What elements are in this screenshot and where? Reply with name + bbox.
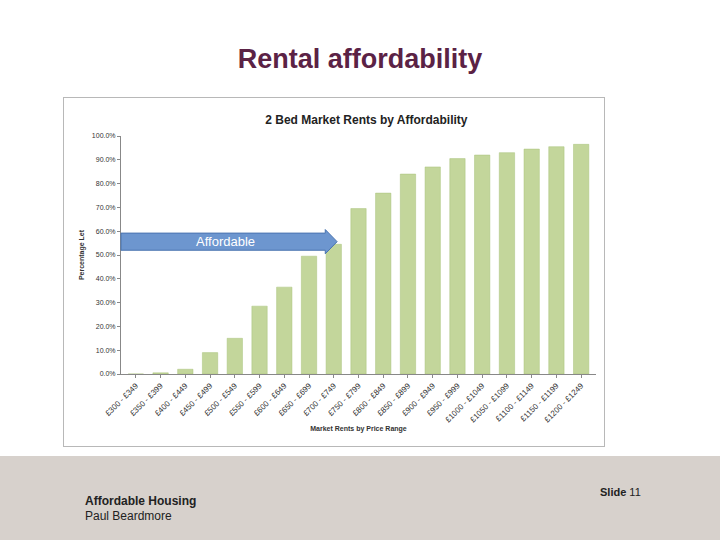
svg-text:£900 - £949: £900 - £949	[400, 381, 437, 418]
svg-text:£1050 - £1099: £1050 - £1099	[468, 381, 511, 424]
svg-text:90.0%: 90.0%	[96, 156, 116, 163]
html-text:Slide 11: Slide 11	[600, 486, 641, 498]
svg-text:£750 - £799: £750 - £799	[326, 381, 363, 418]
svg-text:£550 - £599: £550 - £599	[227, 381, 264, 418]
svg-text:10.0%: 10.0%	[96, 347, 116, 354]
svg-text:£600 - £649: £600 - £649	[252, 381, 289, 418]
svg-text:£350 - £399: £350 - £399	[128, 381, 165, 418]
svg-text:£1100 - £1149: £1100 - £1149	[494, 381, 536, 423]
svg-text:£650 - £699: £650 - £699	[277, 381, 314, 418]
svg-text:40.0%: 40.0%	[96, 275, 116, 282]
svg-text:£700 - £749: £700 - £749	[301, 381, 338, 418]
svg-text:£450 - £499: £450 - £499	[178, 381, 215, 418]
svg-text:£400 - £449: £400 - £449	[153, 381, 190, 418]
svg-text:£500 - £549: £500 - £549	[202, 381, 239, 418]
svg-text:£950 - £999: £950 - £999	[425, 381, 462, 418]
svg-text:£1150 - £1199: £1150 - £1199	[519, 381, 561, 423]
html-text:Paul Beardmore: Paul Beardmore	[85, 509, 172, 523]
svg-text:60.0%: 60.0%	[96, 228, 116, 235]
svg-text:80.0%: 80.0%	[96, 180, 116, 187]
svg-text:100.0%: 100.0%	[92, 132, 116, 139]
svg-text:£300 - £349: £300 - £349	[104, 381, 141, 418]
svg-text:Market Rents by Price Range: Market Rents by Price Range	[310, 425, 407, 433]
svg-text:£850 - £899: £850 - £899	[376, 381, 413, 418]
svg-text:£1000 - £1049: £1000 - £1049	[444, 381, 487, 424]
svg-text:Percentage Let: Percentage Let	[78, 229, 86, 280]
svg-text:50.0%: 50.0%	[96, 251, 116, 258]
svg-text:70.0%: 70.0%	[96, 204, 116, 211]
svg-text:30.0%: 30.0%	[96, 299, 116, 306]
html-text:Rental affordability: Rental affordability	[237, 44, 483, 74]
svg-text:20.0%: 20.0%	[96, 323, 116, 330]
html-text:Affordable Housing: Affordable Housing	[85, 494, 197, 508]
svg-text:0.0%: 0.0%	[100, 370, 116, 377]
svg-text:Affordable: Affordable	[196, 234, 255, 249]
svg-text:£1200 - £1249: £1200 - £1249	[543, 381, 586, 424]
svg-text:£800 - £849: £800 - £849	[351, 381, 388, 418]
svg-text:2 Bed Market Rents by Affordab: 2 Bed Market Rents by Affordability	[265, 113, 468, 127]
